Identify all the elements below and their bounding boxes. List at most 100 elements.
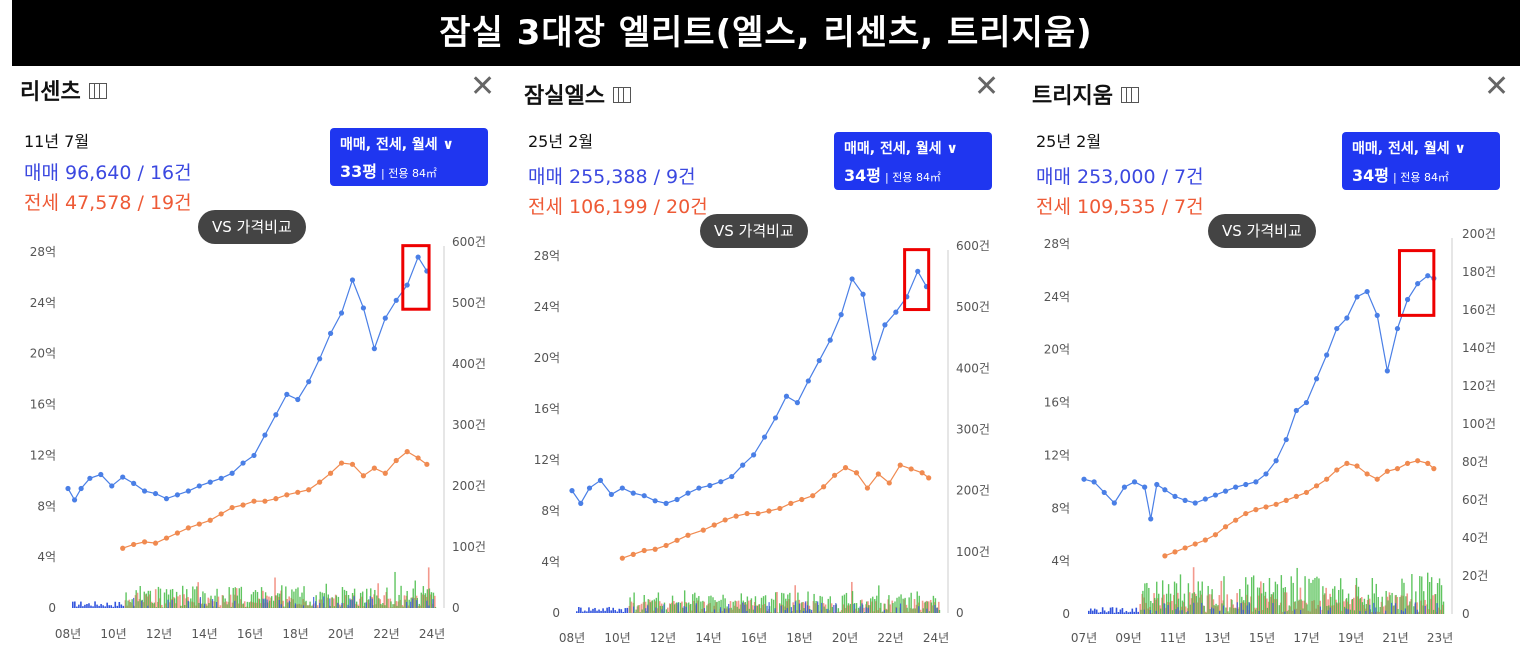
vs-compare-button[interactable]: VS 가격비교 — [700, 214, 808, 248]
lease-point — [842, 465, 849, 471]
lease-point — [207, 517, 213, 523]
volume-bar — [1332, 588, 1334, 614]
volume-bar — [819, 595, 821, 613]
volume-bar — [863, 607, 865, 613]
volume-bar — [1222, 605, 1225, 614]
x-tick-label: 20년 — [328, 627, 354, 641]
volume-bar — [890, 612, 892, 613]
volume-bar — [735, 601, 738, 613]
lease-point — [1313, 483, 1320, 489]
x-tick-label: 09년 — [1115, 631, 1141, 645]
volume-bar — [1375, 583, 1377, 614]
filter-button[interactable]: 매매, 전세, 월세 ∨ 34평 | 전용 84㎡ — [834, 132, 992, 190]
volume-bar — [1365, 610, 1367, 614]
volume-bar — [198, 602, 200, 608]
volume-bar — [618, 608, 621, 613]
volume-bar — [655, 597, 658, 613]
volume-bar — [1107, 611, 1110, 614]
volume-bar — [359, 592, 362, 608]
volume-bar — [398, 594, 400, 608]
filter-button[interactable]: 매매, 전세, 월세 ∨ 34평 | 전용 84㎡ — [1342, 132, 1500, 190]
volume-bar — [689, 604, 691, 613]
volume-bar — [137, 601, 139, 608]
volume-bar — [754, 596, 757, 613]
map-icon[interactable] — [612, 87, 631, 103]
volume-bar — [1329, 607, 1331, 614]
volume-bar — [432, 599, 434, 608]
sale-series-line — [67, 255, 428, 502]
filter-button[interactable]: 매매, 전세, 월세 ∨ 33평 | 전용 84㎡ — [330, 128, 488, 186]
lease-point — [744, 510, 750, 517]
volume-bar — [373, 594, 375, 608]
lease-point — [1253, 507, 1259, 513]
close-icon[interactable]: ✕ — [1484, 69, 1510, 104]
volume-bar — [642, 602, 645, 613]
volume-bar — [332, 598, 335, 608]
volume-bar — [1397, 608, 1399, 614]
volume-bar — [395, 601, 398, 608]
volume-bar — [764, 595, 767, 613]
sale-point — [1354, 294, 1360, 300]
sale-point — [608, 491, 614, 498]
close-icon[interactable]: ✕ — [470, 69, 496, 104]
volume-bar — [724, 608, 726, 613]
sale-point — [652, 498, 658, 504]
map-icon[interactable] — [1120, 87, 1139, 103]
volume-bar — [927, 601, 930, 613]
y-right-tick-label: 0 — [452, 601, 460, 615]
volume-bar — [1409, 601, 1411, 614]
volume-bar — [302, 605, 305, 608]
volume-bar — [1442, 601, 1445, 614]
lease-point — [262, 498, 268, 504]
sale-point — [707, 482, 713, 489]
volume-bar — [392, 604, 394, 608]
volume-bar — [217, 596, 220, 608]
lease-point — [163, 535, 170, 541]
lease-point — [875, 471, 881, 477]
y-left-tick-label: 8억 — [37, 499, 56, 513]
panel-title: 리센츠 — [20, 74, 107, 106]
volume-bar — [1300, 599, 1302, 614]
volume-bar — [1232, 604, 1234, 614]
lease-point — [404, 449, 410, 455]
volume-bar — [756, 605, 759, 613]
volume-bar — [1089, 608, 1092, 614]
volume-bar — [904, 597, 906, 613]
volume-bar — [355, 601, 358, 608]
sale-point — [860, 291, 866, 297]
lease-point — [926, 475, 932, 481]
y-right-tick-label: 20건 — [1462, 569, 1488, 583]
volume-bar — [309, 601, 311, 608]
volume-bar — [813, 593, 815, 613]
volume-bar — [285, 586, 287, 608]
map-icon[interactable] — [88, 83, 107, 99]
volume-bar — [1402, 595, 1405, 614]
sale-point — [915, 268, 921, 274]
close-icon[interactable]: ✕ — [974, 69, 1000, 104]
volume-bar — [630, 601, 633, 613]
vs-compare-button[interactable]: VS 가격비교 — [1208, 214, 1316, 248]
volume-bar — [1326, 605, 1328, 614]
vs-compare-button[interactable]: VS 가격비교 — [198, 210, 306, 244]
volume-bar — [204, 593, 206, 608]
volume-bar — [640, 603, 643, 613]
lease-point — [674, 537, 680, 543]
volume-bar — [865, 607, 867, 613]
volume-bar — [827, 608, 829, 613]
volume-bar — [1248, 602, 1250, 614]
volume-bar — [1385, 590, 1387, 614]
volume-bar — [774, 608, 776, 613]
sale-point — [1233, 484, 1239, 490]
volume-bar — [760, 608, 762, 613]
volume-bar — [1310, 582, 1312, 614]
volume-bar — [1175, 609, 1177, 614]
volume-bar — [711, 611, 714, 613]
volume-bar — [754, 605, 756, 613]
volume-bar — [877, 610, 879, 613]
volume-bar — [326, 597, 329, 608]
sale-point — [1162, 487, 1168, 493]
volume-bar — [821, 602, 823, 613]
volume-bar — [1325, 587, 1327, 614]
volume-bar — [916, 591, 918, 613]
volume-bar — [345, 590, 348, 608]
